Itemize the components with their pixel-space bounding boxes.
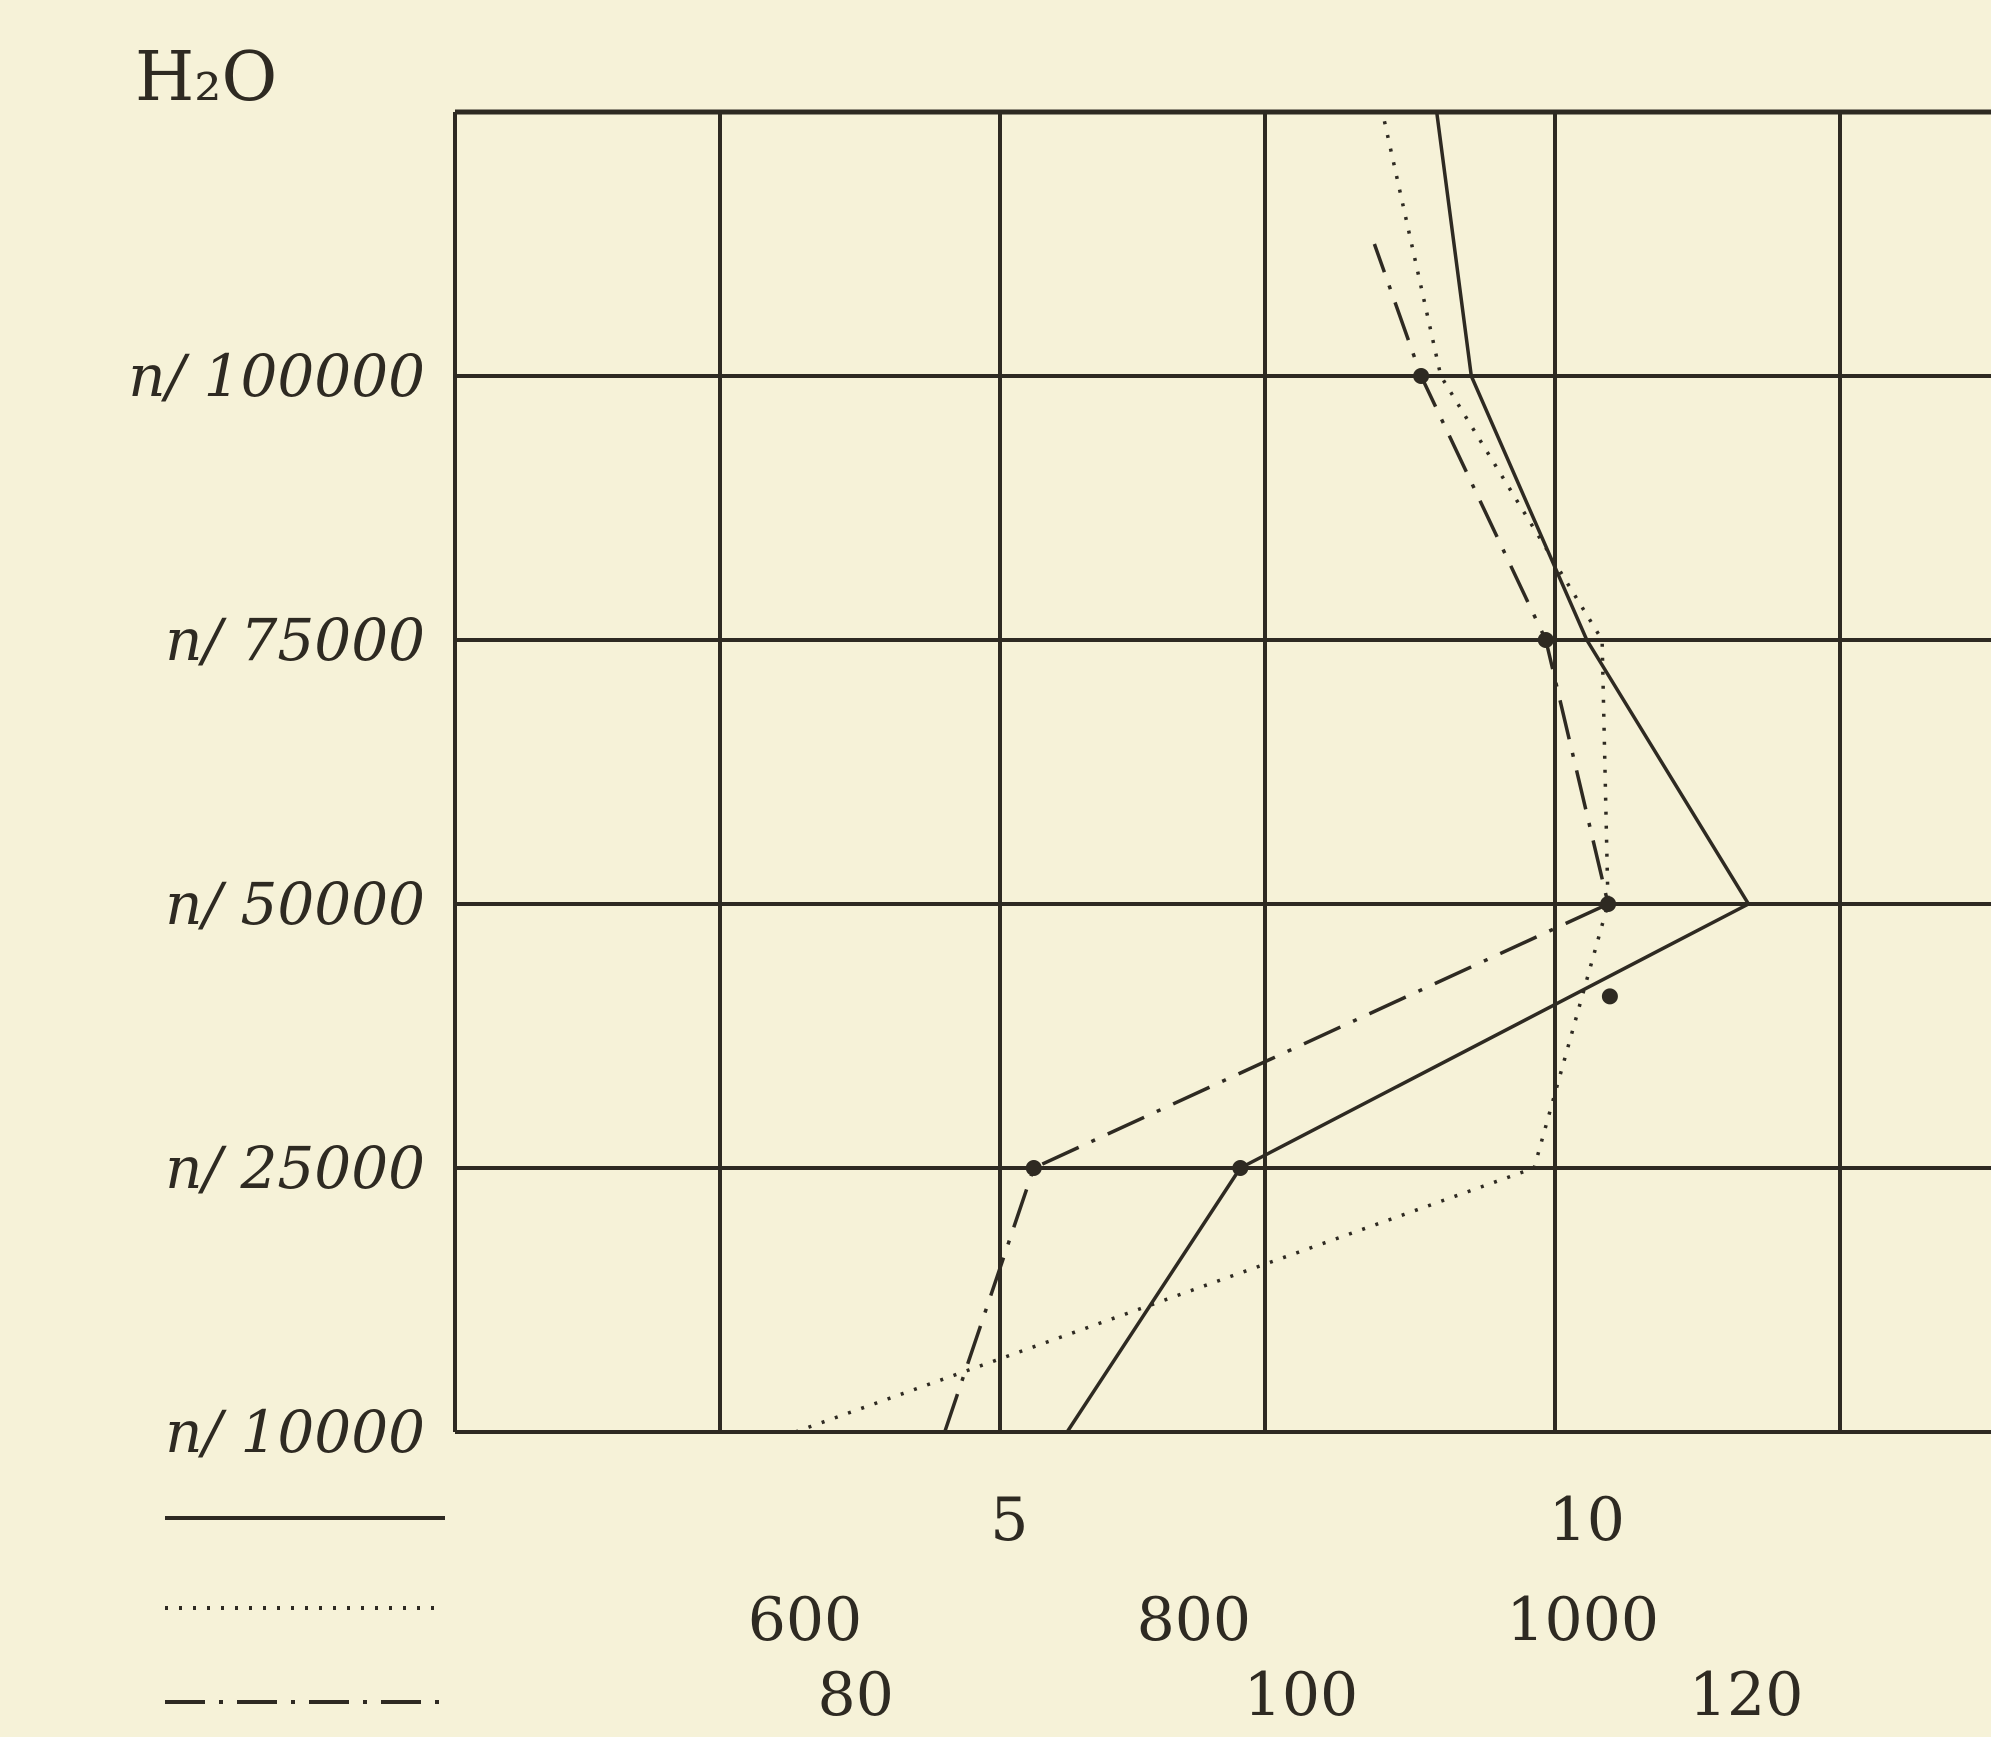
series-layer <box>794 111 1751 1434</box>
x-tick-label: 120 <box>1689 1660 1804 1730</box>
x-tick-label: 600 <box>748 1585 863 1655</box>
data-point-marker <box>1537 632 1554 648</box>
y-tick-label: n/ 100000 <box>128 342 425 410</box>
x-tick-label: 1000 <box>1506 1585 1659 1655</box>
chart-title: H₂O <box>135 38 277 117</box>
series-line-dotted <box>794 111 1610 1434</box>
y-tick-label: n/ 10000 <box>165 1398 425 1466</box>
labels: H₂O n/ 10000 n/ 25000 n/ 50000 n/ 75000 n/ 1… <box>128 38 1803 1730</box>
x-tick-label: 100 <box>1244 1660 1359 1730</box>
x-tick-label: 10 <box>1549 1485 1625 1555</box>
data-point-marker <box>1601 988 1618 1005</box>
y-tick-label: n/ 50000 <box>165 870 425 938</box>
grid <box>453 109 1991 1434</box>
data-point-marker <box>1413 368 1430 384</box>
series-line-solid <box>1065 111 1751 1433</box>
series-line-dash-dot <box>943 243 1610 1433</box>
data-point-marker <box>1232 1160 1249 1176</box>
data-point-marker <box>1600 896 1617 912</box>
data-point-marker <box>1025 1160 1042 1176</box>
y-tick-label: n/ 25000 <box>165 1134 425 1202</box>
x-tick-label: 5 <box>990 1485 1028 1555</box>
x-tick-label: 80 <box>818 1660 894 1730</box>
y-tick-label: n/ 75000 <box>165 606 425 674</box>
x-tick-label: 800 <box>1137 1585 1252 1655</box>
